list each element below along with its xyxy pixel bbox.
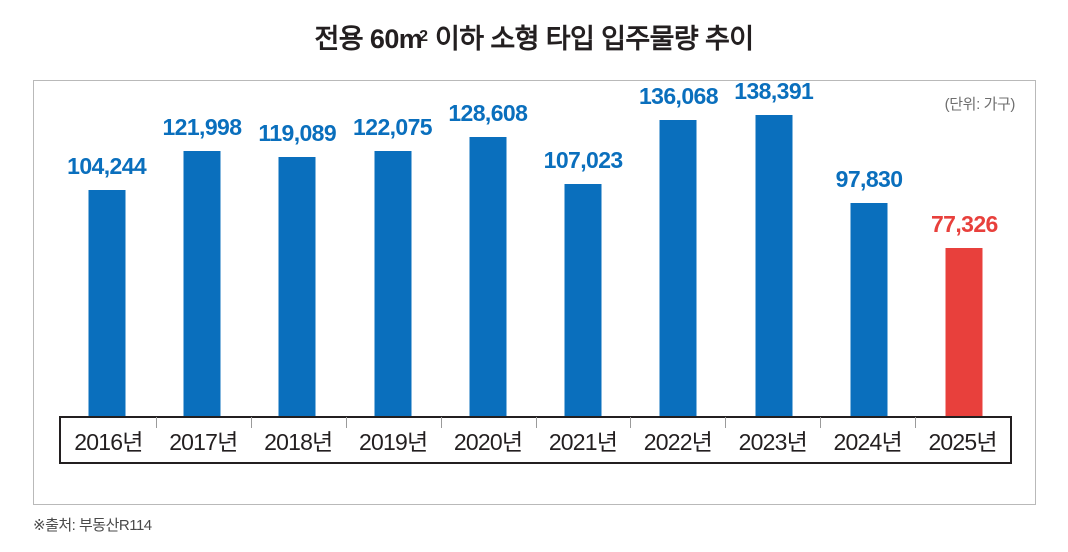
- axis-label-2021: 2021년: [535, 417, 631, 462]
- bar-value-label: 104,244: [67, 152, 147, 179]
- page-title: 전용 60m2 이하 소형 타입 입주물량 추이: [0, 17, 1068, 56]
- bar-value-label: 107,023: [543, 146, 624, 173]
- bar-slot: 122,075: [345, 101, 440, 416]
- bar-2023[interactable]: [755, 115, 793, 416]
- bar-value-label: 97,830: [835, 166, 903, 193]
- bar-2019[interactable]: [374, 150, 412, 416]
- bar-slot: 138,391: [726, 80, 821, 416]
- page-title-text-before: 전용 60: [314, 24, 400, 54]
- bar-slot: 136,068: [631, 85, 726, 416]
- axis-label-2025: 2025년: [915, 417, 1010, 462]
- bar-2021[interactable]: [564, 183, 602, 416]
- bar-value-label: 122,075: [353, 113, 433, 140]
- bar-value-label: 121,998: [162, 113, 242, 140]
- category-axis: 2016년 2017년 2018년 2019년 2020년 2021년 2022년 2023년…: [59, 416, 1012, 464]
- area-unit-superscript: 2: [419, 28, 429, 45]
- bar-slot: 119,089: [250, 101, 345, 416]
- bar-slot: 107,023: [536, 101, 631, 416]
- axis-label-2024: 2024년: [820, 417, 915, 462]
- bar-slot: 77,326: [917, 101, 1012, 416]
- bar-value-label: 77,326: [930, 211, 998, 238]
- bar-2020[interactable]: [469, 136, 507, 416]
- axis-label-2018: 2018년: [250, 417, 346, 462]
- bar-2016[interactable]: [88, 189, 126, 416]
- bar-2025[interactable]: [945, 248, 983, 416]
- page-title-text-after: 이하 소형 타입 입주물량 추이: [428, 24, 754, 54]
- bar-slot: 104,244: [59, 101, 154, 416]
- bar-slot: 97,830: [821, 101, 916, 416]
- bar-2018[interactable]: [278, 157, 316, 416]
- bar-2024[interactable]: [850, 203, 888, 416]
- axis-label-2023: 2023년: [725, 417, 820, 462]
- axis-label-2017: 2017년: [155, 417, 251, 462]
- unit-note: (단위: 가구): [944, 96, 1016, 113]
- source-note: ※출처: 부동산R114: [33, 517, 152, 534]
- bar-value-label: 138,391: [734, 78, 814, 105]
- bar-value-label: 119,089: [258, 120, 337, 147]
- bar-2017[interactable]: [183, 150, 221, 416]
- axis-label-2022: 2022년: [630, 417, 725, 462]
- plot-area: 104,244 121,998 119,089 122,075 128,608 107,0…: [59, 80, 1012, 416]
- bar-2022[interactable]: [659, 120, 697, 416]
- axis-label-2019: 2019년: [345, 417, 441, 462]
- bar-slot: 128,608: [440, 101, 535, 416]
- bar-value-label: 128,608: [448, 99, 528, 126]
- axis-label-2016: 2016년: [74, 429, 143, 455]
- bar-slot: 121,998: [154, 101, 249, 416]
- axis-label-2020: 2020년: [440, 417, 536, 462]
- chart-frame: (단위: 가구) 104,244 121,998 119,089 122,075 128…: [33, 80, 1036, 505]
- area-unit-symbol: m: [398, 24, 423, 54]
- bar-value-label: 136,068: [638, 83, 719, 110]
